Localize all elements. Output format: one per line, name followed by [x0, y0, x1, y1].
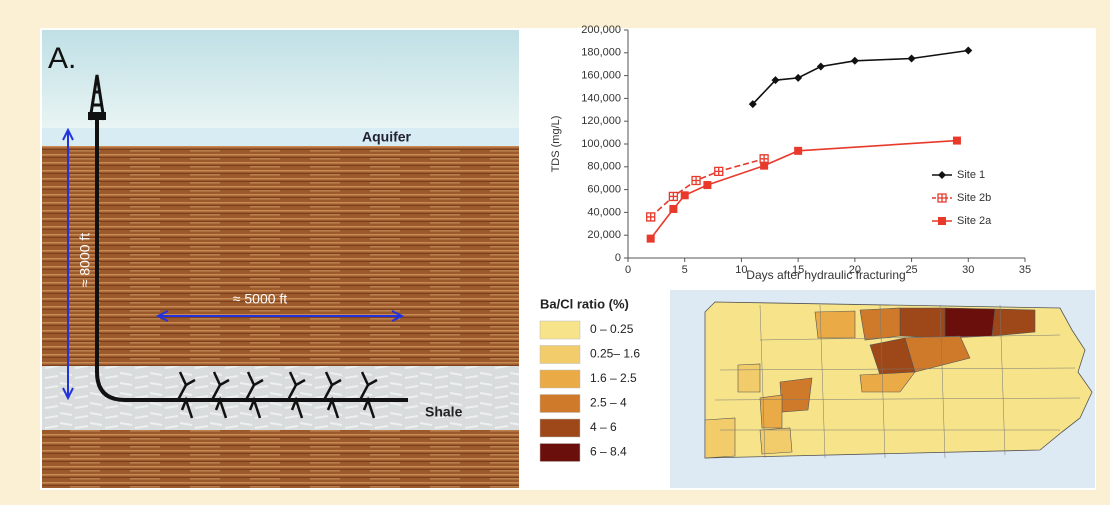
data-point [953, 137, 961, 145]
x-tick-label: 35 [1019, 264, 1031, 276]
legend-label: 0.25– 1.6 [590, 347, 640, 361]
data-point [647, 235, 655, 243]
shale-label: Shale [425, 404, 463, 420]
x-axis-label: Days after hydraulic fracturing [746, 268, 905, 282]
legend-swatch [540, 444, 580, 462]
data-point [760, 155, 768, 163]
panel-label: A. [48, 42, 76, 75]
y-tick-label: 180,000 [581, 47, 621, 59]
y-tick-label: 160,000 [581, 70, 621, 82]
data-point [692, 176, 700, 184]
y-tick-label: 200,000 [581, 24, 621, 36]
y-tick-label: 0 [615, 252, 621, 264]
legend-label: Site 1 [957, 169, 985, 181]
map-legend-title: Ba/Cl ratio (%) [540, 296, 629, 311]
data-point [681, 191, 689, 199]
data-point [669, 205, 677, 213]
y-axis-label: TDS (mg/L) [550, 116, 562, 173]
legend-swatch [540, 395, 580, 413]
legend-swatch [540, 370, 580, 388]
lateral-label: ≈ 5000 ft [233, 291, 287, 307]
y-tick-label: 20,000 [587, 229, 621, 241]
x-tick-label: 20 [849, 264, 861, 276]
x-tick-label: 0 [625, 264, 631, 276]
legend-label: 2.5 – 4 [590, 396, 627, 410]
data-point [794, 147, 802, 155]
y-tick-label: 100,000 [581, 138, 621, 150]
legend-swatch [540, 419, 580, 437]
legend-label: 4 – 6 [590, 420, 617, 434]
legend-label: Site 2a [957, 215, 992, 227]
x-tick-label: 10 [735, 264, 747, 276]
y-tick-label: 40,000 [587, 206, 621, 218]
x-tick-label: 30 [962, 264, 974, 276]
x-tick-label: 25 [905, 264, 917, 276]
map [670, 290, 1095, 488]
y-tick-label: 140,000 [581, 92, 621, 104]
depth-label: ≈ 8000 ft [77, 233, 93, 287]
y-tick-label: 80,000 [587, 161, 621, 173]
legend-label: Site 2b [957, 192, 991, 204]
y-tick-label: 60,000 [587, 184, 621, 196]
legend-label: 6 – 8.4 [590, 445, 627, 459]
legend-label: 1.6 – 2.5 [590, 371, 637, 385]
legend-swatch [540, 321, 580, 339]
aquifer-label: Aquifer [362, 129, 412, 145]
y-tick-label: 120,000 [581, 115, 621, 127]
data-point [715, 167, 723, 175]
legend-marker [938, 194, 946, 202]
legend-marker [938, 217, 946, 225]
data-point [647, 213, 655, 221]
data-point [760, 162, 768, 170]
x-tick-label: 15 [792, 264, 804, 276]
x-tick-label: 5 [682, 264, 688, 276]
legend-label: 0 – 0.25 [590, 322, 634, 336]
figure: A. Aquifer ≈ 8000 ft ≈ 5000 ft Shale Ba/… [0, 0, 1110, 505]
legend-swatch [540, 346, 580, 364]
data-point [669, 192, 677, 200]
data-point [703, 181, 711, 189]
